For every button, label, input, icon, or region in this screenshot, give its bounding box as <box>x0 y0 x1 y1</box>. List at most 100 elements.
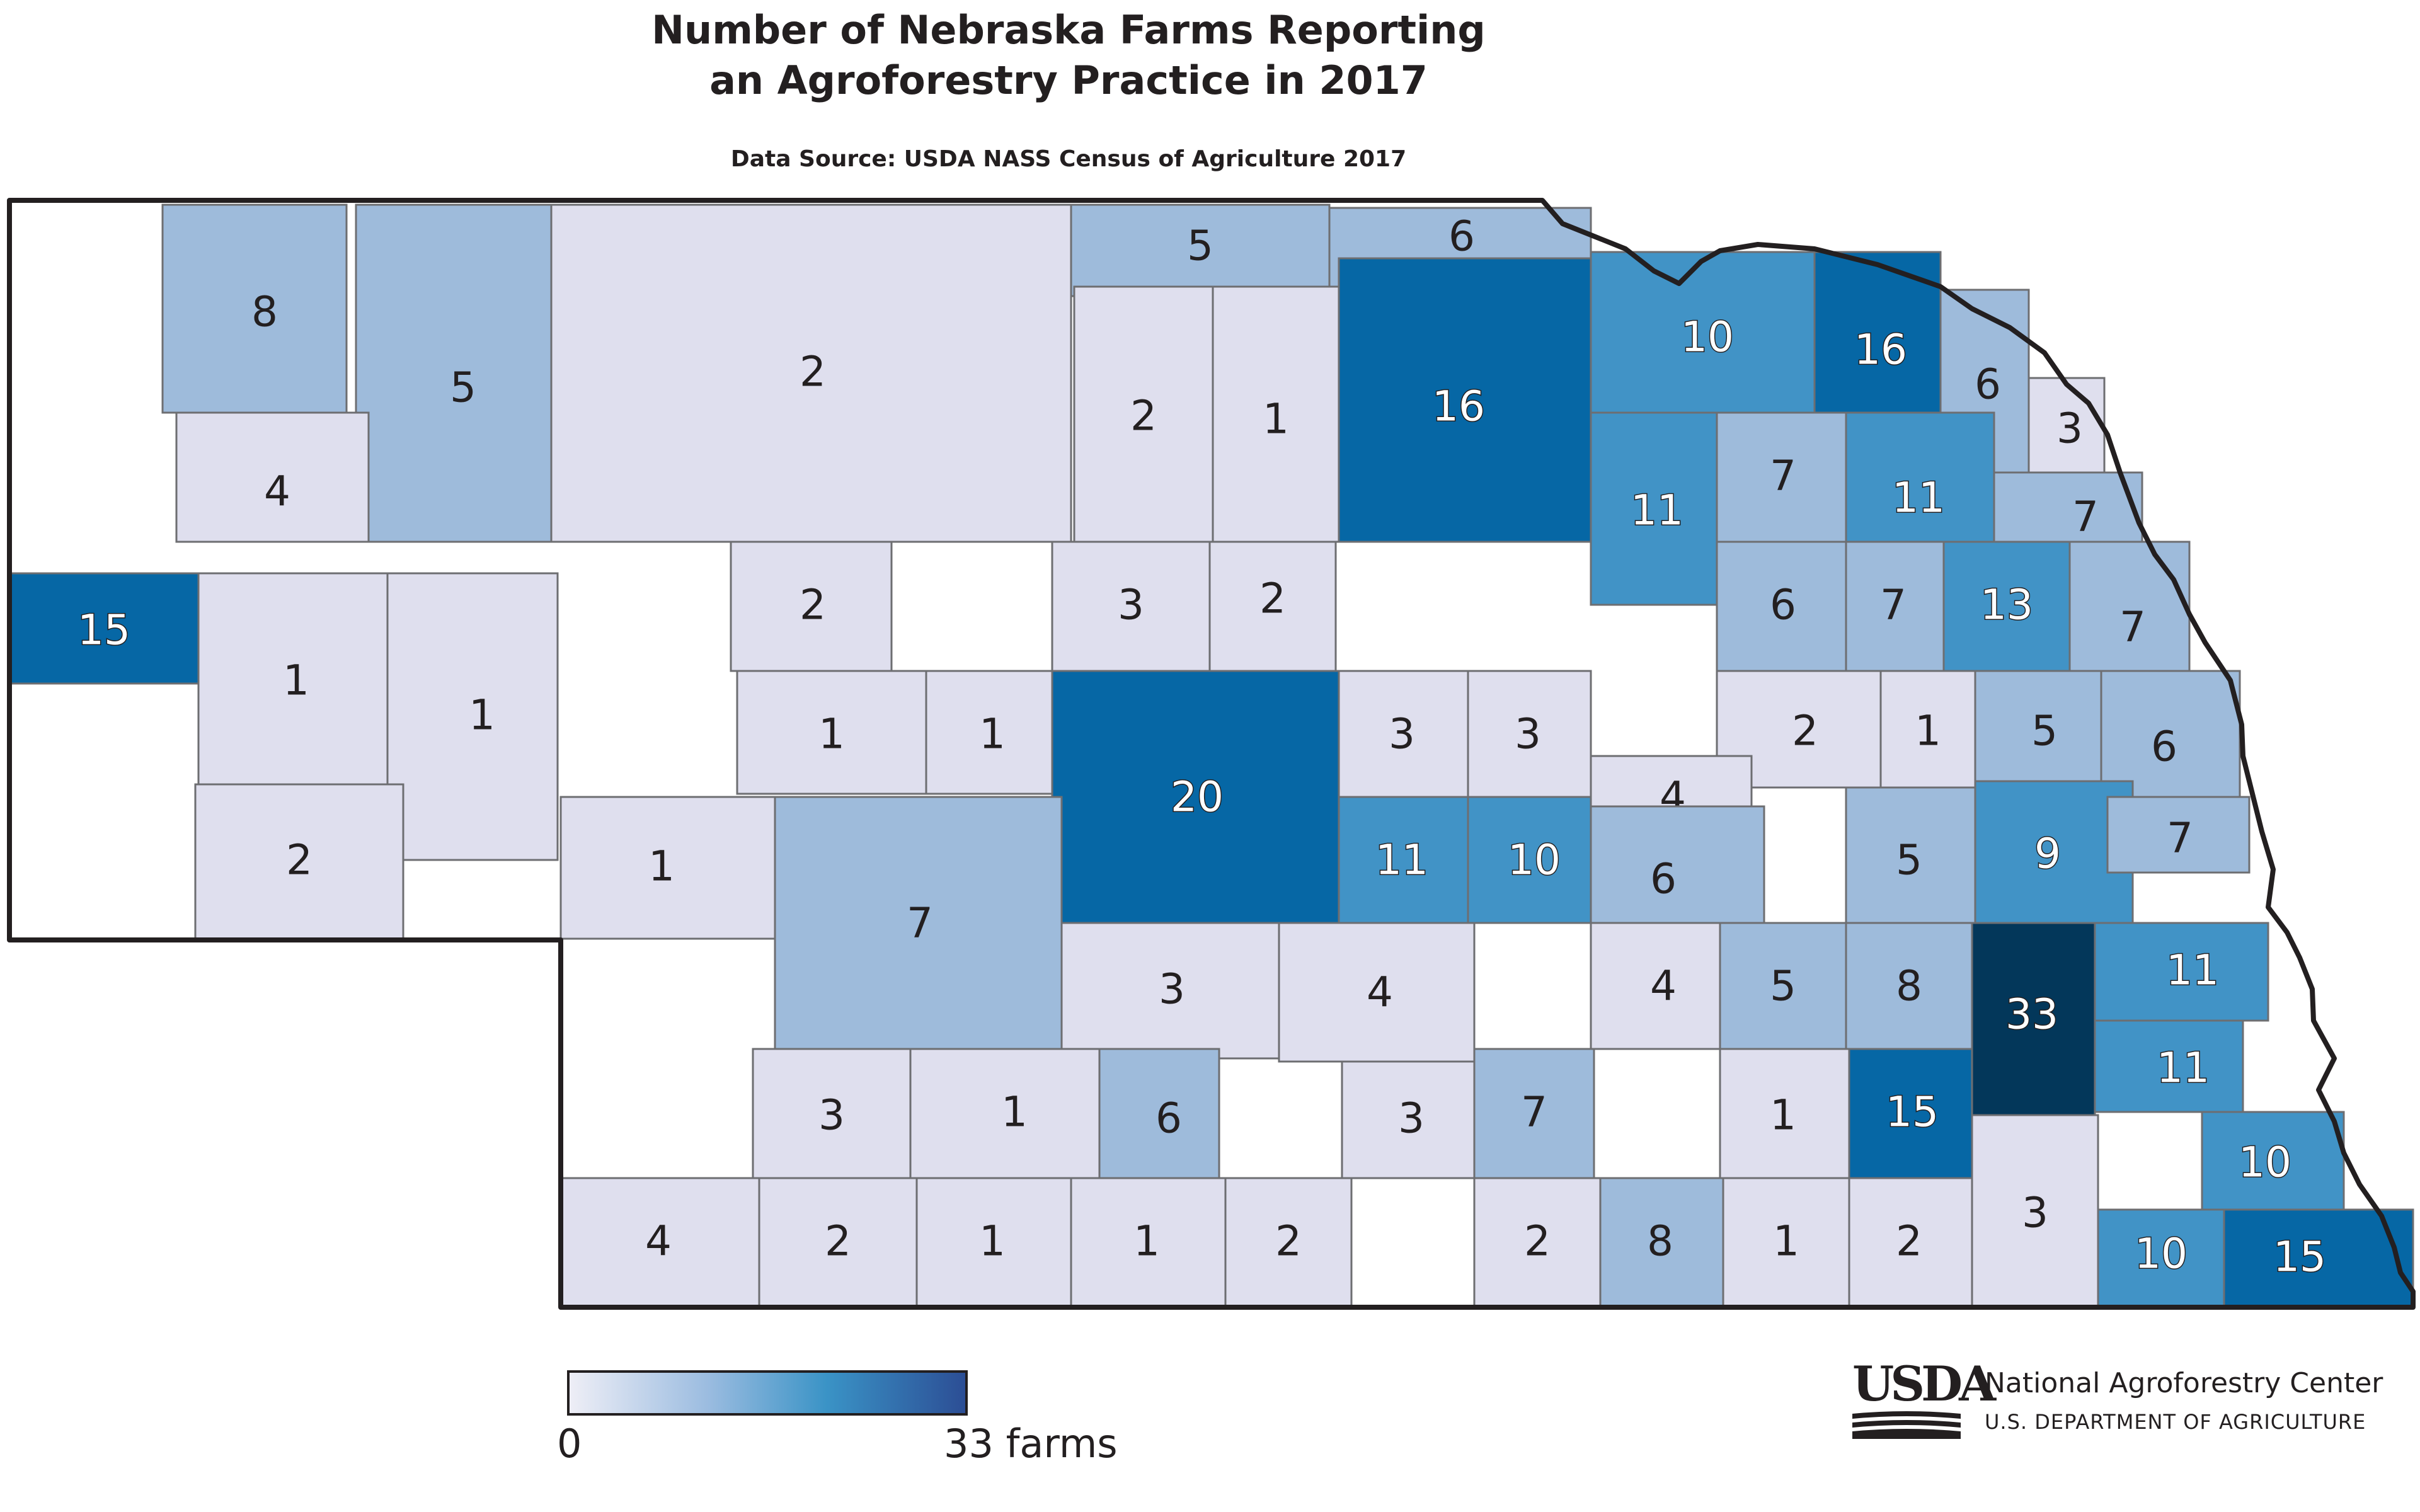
county-region <box>8 572 200 685</box>
county-value-label: 6 <box>1448 212 1475 261</box>
county-value-label: 6 <box>1650 855 1677 903</box>
county-value-label: 10 <box>2135 1230 2188 1278</box>
county-region <box>1848 1048 1973 1179</box>
county-region <box>1974 670 2102 789</box>
county-value-label: 3 <box>1118 581 1144 629</box>
county-value-label: 2 <box>825 1217 851 1266</box>
county-value-label: 5 <box>450 364 476 412</box>
county-region <box>1716 411 1847 543</box>
county-region <box>1845 411 1995 543</box>
county-region <box>1338 257 1592 543</box>
county-value-label: 8 <box>1647 1217 1673 1266</box>
county-region <box>1845 541 1945 672</box>
county-value-label: 4 <box>1650 962 1677 1011</box>
county-value-label: 10 <box>1681 313 1734 362</box>
county-region <box>1599 1177 1724 1309</box>
county-region <box>925 670 1053 795</box>
county-value-label: 11 <box>2166 946 2219 995</box>
county-region <box>1848 1177 1973 1309</box>
county-value-label: 6 <box>1770 581 1796 629</box>
data-source-note: Data Source: USDA NASS Census of Agricul… <box>730 146 1407 172</box>
state-outline <box>7 198 2416 1310</box>
county-region <box>736 670 927 795</box>
county-value-label: 7 <box>2072 493 2099 541</box>
county-value-label: 1 <box>469 691 495 740</box>
county-value-label: 5 <box>1896 836 1922 885</box>
county-region <box>1208 541 1337 672</box>
county-value-label: 13 <box>1980 581 2033 629</box>
county-value-label: 16 <box>1432 382 1485 431</box>
county-region <box>175 411 370 543</box>
county-region <box>1722 1177 1850 1309</box>
county-value-label: 1 <box>818 710 845 759</box>
county-value-label: 7 <box>1770 452 1796 500</box>
county-value-label: 2 <box>1259 575 1286 623</box>
county-value-label: 2 <box>286 836 313 885</box>
county-value-label: 3 <box>1398 1094 1425 1143</box>
county-region <box>1467 796 1592 924</box>
county-value-label: 15 <box>2273 1233 2326 1281</box>
county-region <box>1224 1177 1353 1309</box>
county-value-label: 16 <box>1854 326 1907 374</box>
county-value-label: 1 <box>979 1217 1006 1266</box>
county-region <box>1073 285 1214 543</box>
county-value-label: 33 <box>2005 990 2058 1039</box>
county-value-label: 11 <box>2157 1044 2210 1092</box>
county-value-label: 8 <box>1896 962 1922 1011</box>
county-value-label: 5 <box>2031 707 2058 755</box>
county-value-label: 11 <box>1631 486 1683 535</box>
county-region <box>1879 670 1976 789</box>
county-region <box>1070 1177 1227 1309</box>
county-region <box>1473 1048 1595 1179</box>
legend-color-ramp <box>567 1370 968 1416</box>
county-value-label: 5 <box>1187 222 1213 270</box>
org-name: National Agroforestry Center <box>1985 1367 2383 1399</box>
county-value-label: 20 <box>1171 773 1224 822</box>
county-value-label: 1 <box>283 656 309 705</box>
county-region <box>2223 1208 2414 1309</box>
legend-min-label: 0 <box>557 1421 582 1467</box>
county-value-label: 2 <box>1130 392 1157 440</box>
county-value-label: 15 <box>1886 1088 1939 1137</box>
county-region <box>197 572 389 786</box>
county-value-label: 2 <box>1275 1217 1302 1266</box>
county-region <box>752 1048 912 1179</box>
usda-logo: USDA <box>1852 1357 1996 1439</box>
county-region <box>1098 1048 1220 1179</box>
county-value-label: 1 <box>1915 707 1941 755</box>
county-value-label: 3 <box>818 1091 845 1140</box>
county-region <box>161 203 348 414</box>
county-value-label: 1 <box>1263 395 1289 444</box>
county-value-label: 1 <box>1770 1091 1796 1140</box>
county-region <box>2094 1019 2244 1113</box>
county-value-label: 2 <box>800 581 826 629</box>
county-value-label: 3 <box>2022 1189 2048 1237</box>
county-region <box>1060 922 1280 1060</box>
county-region <box>1212 285 1340 543</box>
county-region <box>2097 1208 2225 1309</box>
county-region <box>1993 471 2143 543</box>
county-value-label: 2 <box>1896 1217 1922 1266</box>
county-value-label: 1 <box>648 842 675 891</box>
county-region <box>1974 780 2134 927</box>
county-value-label: 6 <box>2151 723 2177 771</box>
county-value-label: 6 <box>1975 360 2001 409</box>
county-value-label: 1 <box>1773 1217 1799 1266</box>
county-value-label: 3 <box>1159 965 1185 1014</box>
county-region <box>2201 1111 2345 1211</box>
county-region <box>1051 670 1340 924</box>
county-region <box>386 572 559 861</box>
title-line-1: Number of Nebraska Farms Reporting <box>651 7 1486 53</box>
county-region <box>1971 922 2096 1116</box>
county-region <box>1338 670 1469 798</box>
county-value-label: 3 <box>2056 404 2083 453</box>
county-region <box>2068 541 2191 672</box>
county-value-label: 4 <box>1367 968 1393 1017</box>
county-region <box>2094 922 2269 1022</box>
county-region <box>1590 251 1816 414</box>
county-region <box>1716 541 1847 672</box>
county-value-label: 3 <box>1515 710 1541 759</box>
county-value-label: 6 <box>1156 1094 1182 1143</box>
county-region <box>355 203 553 543</box>
